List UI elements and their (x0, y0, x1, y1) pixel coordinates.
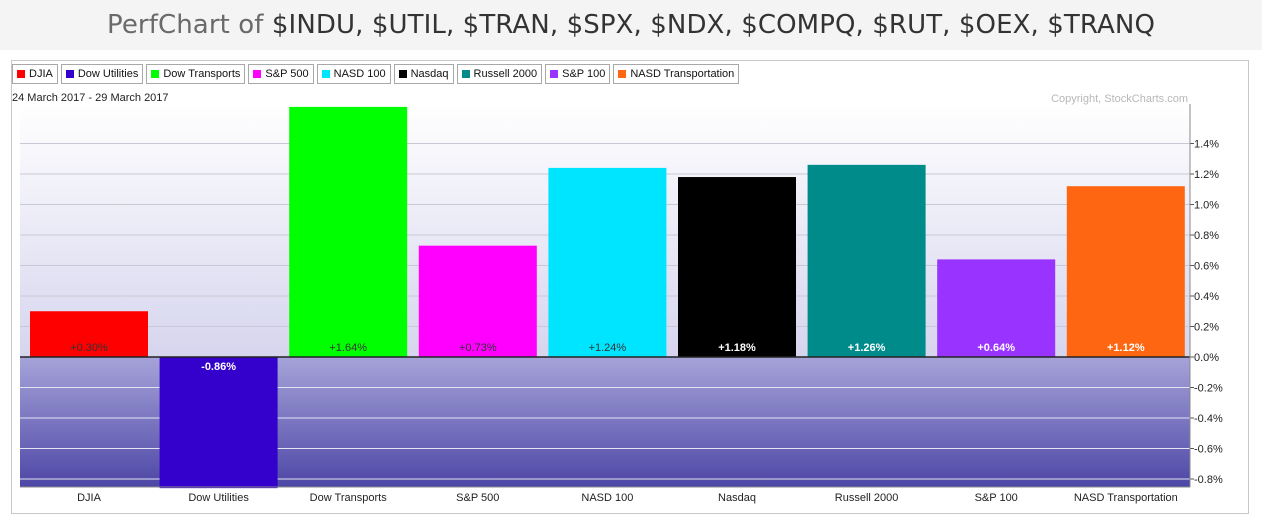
date-range: 24 March 2017 - 29 March 2017 (12, 92, 169, 104)
legend-swatch (550, 70, 559, 78)
bar-s-p-100 (937, 259, 1056, 357)
legend-label: S&P 500 (265, 68, 309, 80)
bar-value-label: -0.86% (201, 361, 236, 373)
title-prefix: PerfChart of (106, 10, 272, 40)
x-tick-label: Dow Utilities (188, 492, 249, 504)
legend-label: Dow Utilities (77, 68, 139, 80)
legend-item-nasd-100[interactable]: NASD 100 (316, 64, 391, 84)
y-tick-label: 0.8% (1194, 230, 1219, 242)
bar-value-label: +1.18% (718, 342, 756, 354)
legend-swatch (398, 70, 407, 78)
legend-label: Russell 2000 (473, 68, 538, 80)
legend-item-dow-utilities[interactable]: Dow Utilities (60, 64, 144, 84)
bar-value-label: +0.73% (459, 342, 497, 354)
bar-russell-2000 (807, 164, 926, 357)
y-tick-label: 0.6% (1194, 261, 1219, 273)
legend-item-nasd-transportation[interactable]: NASD Transportation (613, 64, 740, 84)
bar-value-label: +0.64% (977, 342, 1015, 354)
bar-nasd-transportation (1066, 186, 1185, 357)
legend-swatch (618, 70, 627, 78)
bars (30, 106, 1185, 489)
legend-swatch (151, 70, 160, 78)
bar-djia (30, 311, 148, 357)
legend-item-s-p-500[interactable]: S&P 500 (248, 64, 314, 84)
y-tick-label: 0.0% (1194, 352, 1219, 364)
legend-item-s-p-100[interactable]: S&P 100 (545, 64, 611, 84)
bar-value-label: +1.26% (848, 342, 886, 354)
legend-item-nasdaq[interactable]: Nasdaq (393, 64, 454, 84)
zero-line (20, 356, 1190, 488)
y-tick-label: 0.4% (1194, 291, 1219, 303)
y-tick-label: 1.0% (1194, 200, 1219, 212)
legend-label: Dow Transports (163, 68, 241, 80)
bar-value-label: +1.24% (589, 342, 627, 354)
bar-nasdaq (678, 177, 796, 357)
legend-label: NASD 100 (333, 68, 386, 80)
legend-label: S&P 100 (562, 68, 606, 80)
legend-swatch (65, 70, 74, 78)
y-tick-label: -0.8% (1194, 474, 1223, 486)
y-tick-label: 1.4% (1194, 139, 1219, 151)
y-tick-label: 0.2% (1194, 322, 1219, 334)
bar-value-label: +0.30% (70, 342, 108, 354)
legend-item-dow-transports[interactable]: Dow Transports (146, 64, 246, 84)
legend-swatch (253, 70, 262, 78)
bar-nasd-100 (548, 167, 667, 357)
bar-value-labels: +0.30% -0.86% +1.64% +0.73% +1.24% +1.18% +1.2… (70, 342, 1145, 373)
x-tick-label: S&P 500 (456, 492, 499, 504)
x-axis-labels: DJIA Dow Utilities Dow Transports S&P 500 NA… (77, 492, 1178, 504)
legend-label: DJIA (29, 68, 53, 80)
page-title: PerfChart of $INDU, $UTIL, $TRAN, $SPX, … (0, 0, 1262, 50)
y-tick-label: 1.2% (1194, 169, 1219, 181)
bar-value-label: +1.12% (1107, 342, 1145, 354)
bar-dow-utilities (159, 357, 278, 489)
x-tick-label: DJIA (77, 492, 102, 504)
bar-s-p-500 (418, 245, 537, 357)
x-tick-label: NASD Transportation (1074, 492, 1178, 504)
y-tick-label: -0.4% (1194, 413, 1223, 425)
title-symbols: $INDU, $UTIL, $TRAN, $SPX, $NDX, $COMPQ,… (271, 10, 1156, 40)
x-tick-label: Nasdaq (718, 492, 756, 504)
y-axis-ticks: 1.4% 1.2% 1.0% 0.8% 0.6% 0.4% 0.2% 0.0% -0.2% -0.… (1189, 104, 1223, 487)
legend-label: NASD Transportation (630, 68, 735, 80)
legend-swatch (17, 70, 25, 78)
bar-value-label: +1.64% (329, 342, 367, 354)
x-tick-label: S&P 100 (975, 492, 1018, 504)
legend-swatch (321, 70, 330, 78)
legend-item-djia[interactable]: DJIA (12, 64, 58, 84)
legend-item-russell-2000[interactable]: Russell 2000 (456, 64, 543, 84)
bar-dow-transports (289, 106, 408, 358)
x-tick-label: Russell 2000 (835, 492, 899, 504)
copyright: Copyright, StockCharts.com (1051, 93, 1188, 105)
legend: DJIA Dow Utilities Dow Transports S&P 500 NA… (12, 64, 742, 88)
y-tick-label: -0.2% (1194, 383, 1223, 395)
y-tick-label: -0.6% (1194, 444, 1223, 456)
x-tick-label: NASD 100 (581, 492, 633, 504)
legend-label: Nasdaq (410, 68, 449, 80)
legend-swatch (461, 70, 470, 78)
x-tick-label: Dow Transports (310, 492, 388, 504)
